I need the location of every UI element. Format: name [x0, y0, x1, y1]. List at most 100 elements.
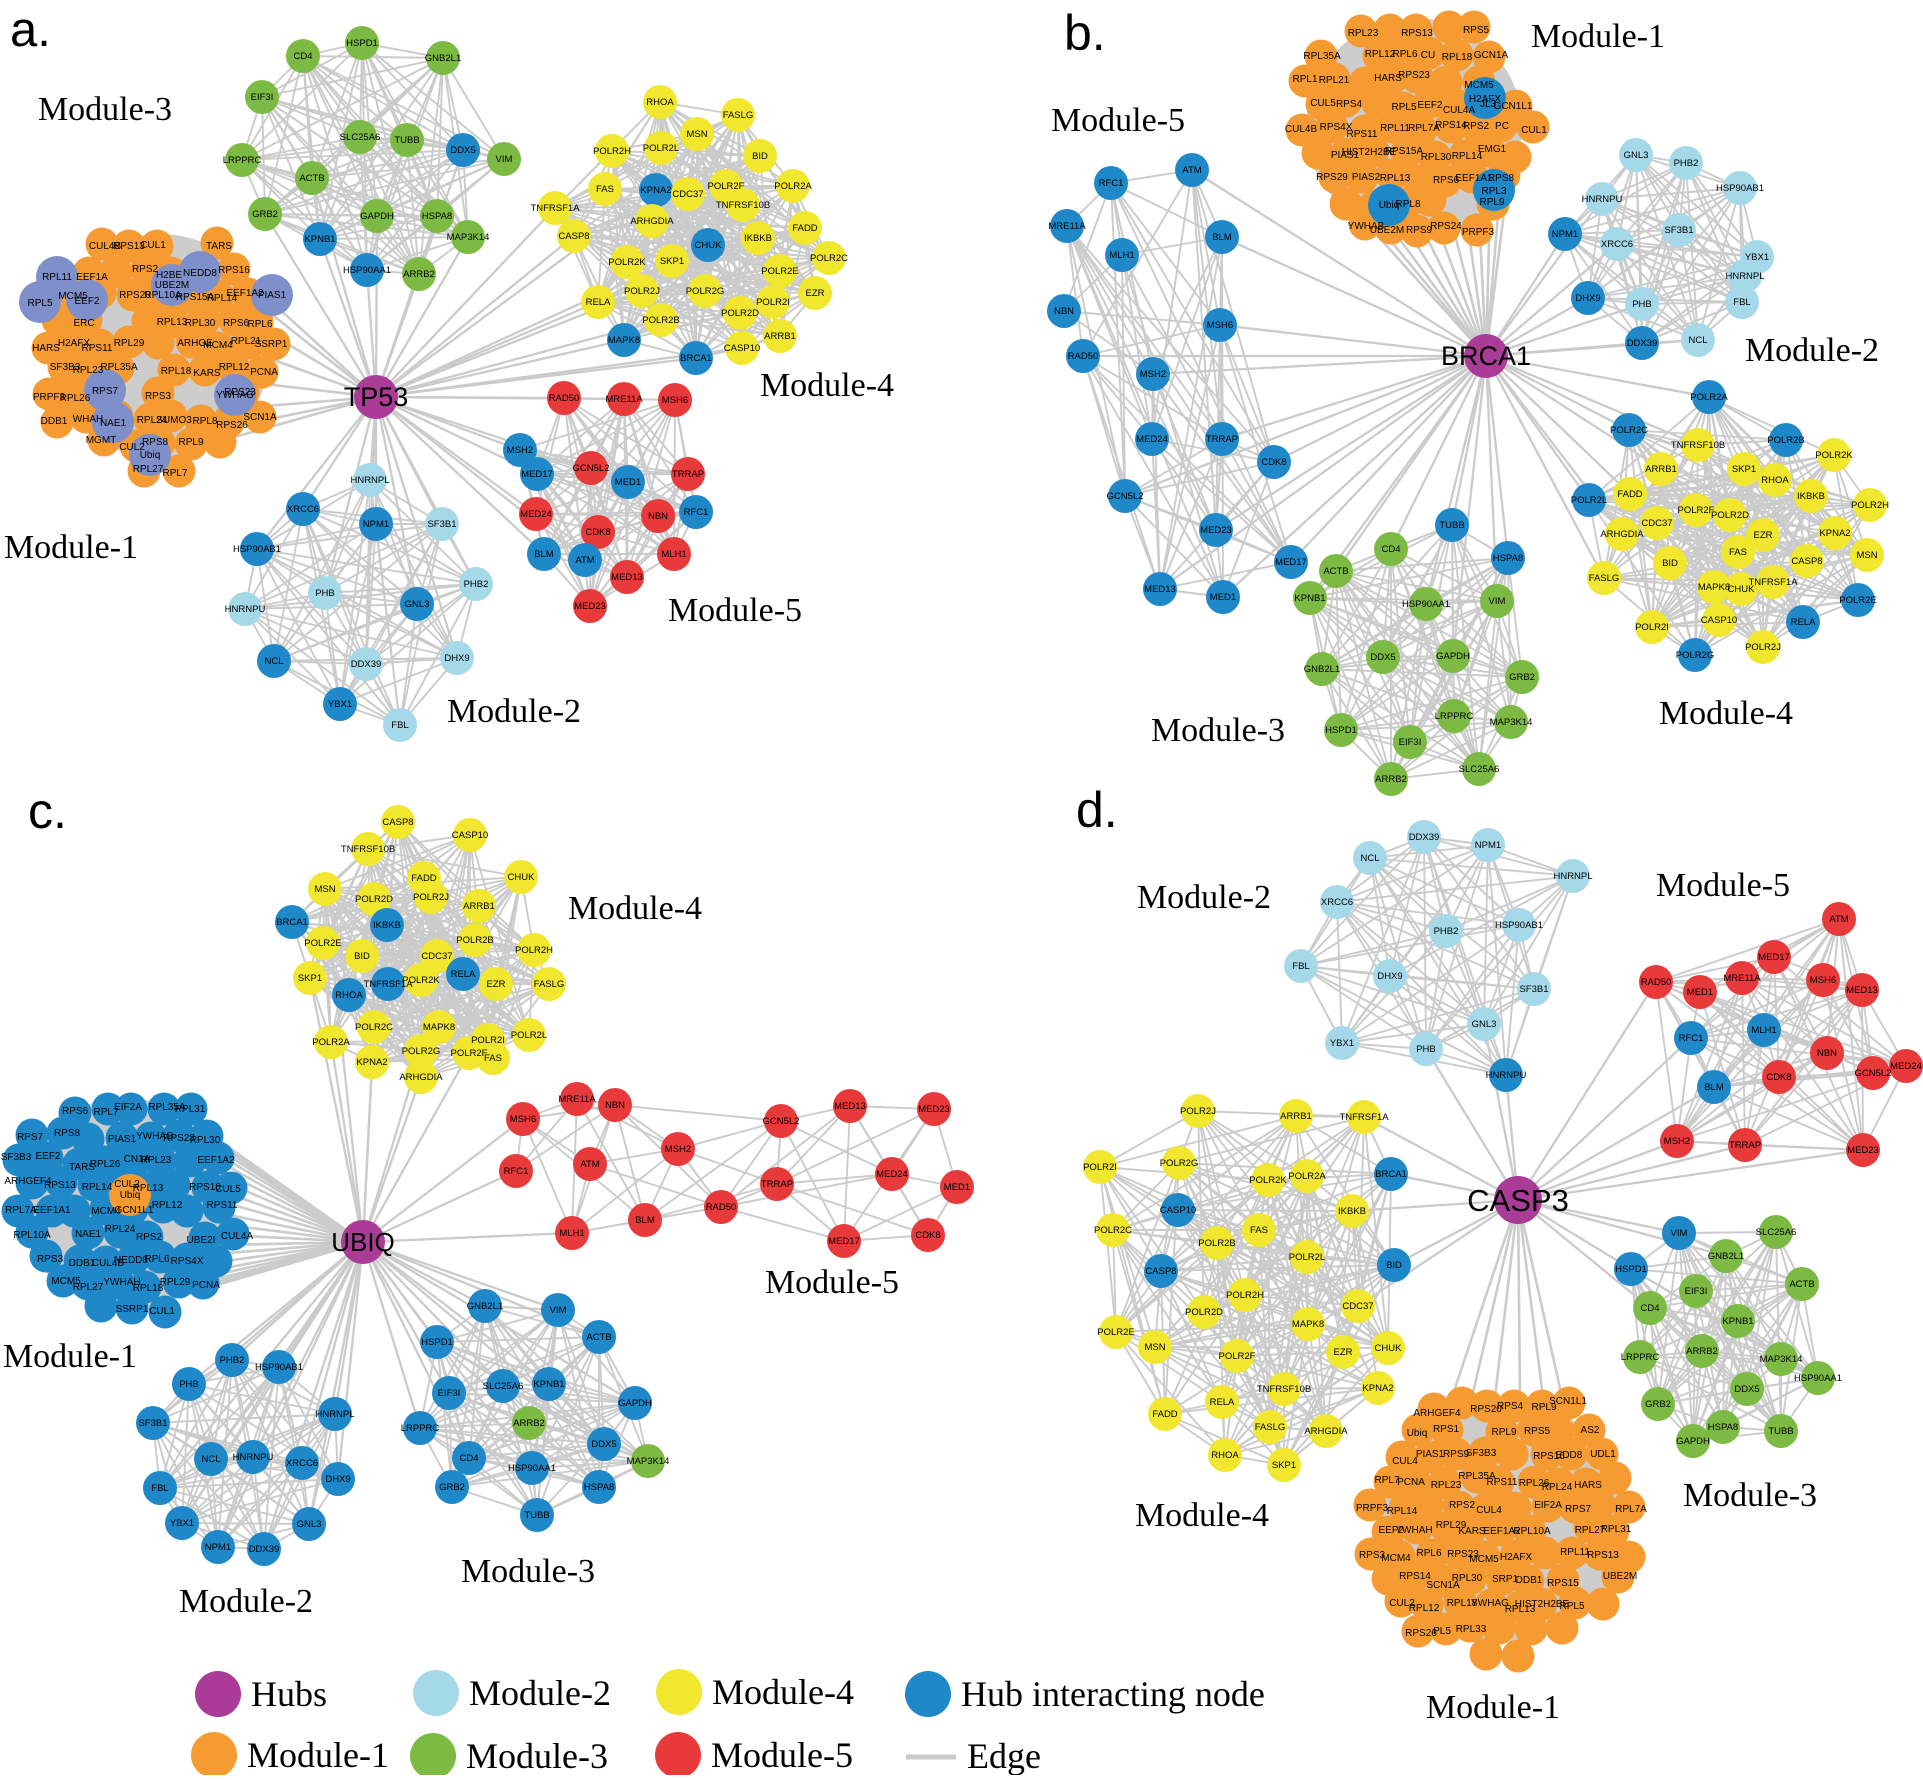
svg-text:RPS6: RPS6 — [62, 1106, 89, 1117]
svg-text:RPS2: RPS2 — [136, 1232, 163, 1243]
svg-text:GNB2L1: GNB2L1 — [1708, 1251, 1744, 1262]
svg-text:KPNB1: KPNB1 — [533, 1379, 564, 1390]
svg-text:TUBB: TUBB — [1439, 520, 1464, 531]
svg-text:RPL14: RPL14 — [207, 293, 238, 304]
svg-text:H2AFX: H2AFX — [1500, 1552, 1533, 1563]
svg-text:RPS13: RPS13 — [113, 241, 145, 252]
svg-text:POLR2C: POLR2C — [355, 1022, 393, 1033]
svg-text:RPL29: RPL29 — [114, 338, 145, 349]
svg-text:JL3: JL3 — [1480, 99, 1497, 110]
svg-text:KPNA2: KPNA2 — [640, 185, 671, 196]
svg-text:YBX1: YBX1 — [170, 1518, 194, 1529]
svg-text:RPL11: RPL11 — [1560, 1547, 1590, 1558]
svg-text:CDC37: CDC37 — [1641, 518, 1672, 529]
svg-text:GNL3: GNL3 — [1472, 1019, 1497, 1030]
svg-text:HSPA8: HSPA8 — [422, 211, 452, 222]
svg-text:MSH6: MSH6 — [1810, 975, 1836, 986]
svg-text:RPS13: RPS13 — [1401, 28, 1433, 39]
svg-text:RPS16: RPS16 — [218, 265, 250, 276]
svg-text:PHB2: PHB2 — [464, 579, 489, 590]
svg-text:RAD50: RAD50 — [549, 393, 580, 404]
svg-text:RPL6: RPL6 — [1416, 1548, 1441, 1559]
svg-text:POLR2D: POLR2D — [1711, 510, 1749, 521]
svg-text:RPL14: RPL14 — [1387, 1506, 1418, 1517]
svg-text:CUL2: CUL2 — [119, 442, 145, 453]
svg-text:RELA: RELA — [586, 297, 611, 308]
svg-text:RPS13: RPS13 — [1587, 1550, 1619, 1561]
svg-text:CUL4B: CUL4B — [92, 1258, 125, 1269]
svg-text:PHB2: PHB2 — [1434, 926, 1459, 937]
svg-text:HIST2H2BE: HIST2H2BE — [1515, 1599, 1570, 1610]
svg-text:CASP10: CASP10 — [452, 830, 488, 841]
svg-text:PC: PC — [1495, 121, 1509, 132]
svg-text:RPS2: RPS2 — [1463, 121, 1490, 132]
svg-text:UBIQ: UBIQ — [331, 1227, 395, 1257]
svg-text:MED13: MED13 — [611, 572, 643, 583]
svg-text:MED1: MED1 — [615, 477, 641, 488]
svg-text:GRB2: GRB2 — [1509, 672, 1535, 683]
svg-text:EIF2A: EIF2A — [1534, 1500, 1562, 1511]
svg-text:RPS3: RPS3 — [145, 391, 172, 402]
svg-text:TNFRSF10B: TNFRSF10B — [716, 200, 770, 211]
svg-text:UBE2I: UBE2I — [187, 1235, 216, 1246]
svg-text:ARHGEF4: ARHGEF4 — [4, 1176, 52, 1187]
svg-text:RPS20: RPS20 — [1470, 1404, 1502, 1415]
svg-text:YWHAB: YWHAB — [1348, 221, 1385, 232]
svg-text:MED1: MED1 — [944, 1182, 970, 1193]
svg-text:EIF2A: EIF2A — [114, 1102, 142, 1113]
svg-text:RHOA: RHOA — [646, 97, 674, 108]
svg-text:CD4: CD4 — [293, 51, 312, 62]
svg-text:RPS13: RPS13 — [44, 1180, 76, 1191]
svg-text:LRPPRC: LRPPRC — [223, 155, 262, 166]
svg-text:CUL2: CUL2 — [1389, 1598, 1415, 1609]
svg-text:RPL35A: RPL35A — [100, 362, 138, 373]
svg-text:GAPDH: GAPDH — [360, 211, 394, 222]
svg-text:FBL: FBL — [1733, 297, 1750, 308]
svg-text:MSH6: MSH6 — [662, 395, 688, 406]
svg-text:ARRB1: ARRB1 — [1645, 464, 1677, 475]
svg-text:CHUK: CHUK — [508, 872, 536, 883]
svg-text:PHB2: PHB2 — [1674, 158, 1699, 169]
svg-text:EDD8: EDD8 — [1556, 1450, 1583, 1461]
svg-text:FBL: FBL — [391, 720, 408, 731]
svg-text:RPL6: RPL6 — [247, 319, 272, 330]
svg-text:PHB2: PHB2 — [220, 1355, 245, 1366]
svg-text:SKP1: SKP1 — [1732, 464, 1756, 475]
svg-text:POLR2C: POLR2C — [810, 253, 848, 264]
svg-text:RPL26: RPL26 — [60, 393, 91, 404]
svg-text:EZR: EZR — [487, 979, 506, 990]
svg-text:RPL7A: RPL7A — [1408, 123, 1440, 134]
svg-text:RPL13: RPL13 — [157, 317, 188, 328]
svg-text:POLR2K: POLR2K — [402, 975, 440, 986]
svg-text:HNRNPL: HNRNPL — [350, 475, 389, 486]
svg-text:NCL: NCL — [1360, 853, 1379, 864]
svg-text:GNL3: GNL3 — [405, 599, 430, 610]
svg-text:CUL5: CUL5 — [1310, 98, 1336, 109]
svg-text:RPL31: RPL31 — [175, 1104, 206, 1115]
svg-text:HSPD1: HSPD1 — [421, 1337, 453, 1348]
svg-text:POLR2H: POLR2H — [1226, 1290, 1264, 1301]
svg-text:MED23: MED23 — [1200, 525, 1232, 536]
svg-text:YWHAH: YWHAH — [1395, 1525, 1432, 1536]
svg-text:HSPD1: HSPD1 — [1325, 725, 1357, 736]
svg-text:CASP8: CASP8 — [558, 231, 589, 242]
svg-text:MCM4: MCM4 — [91, 1206, 121, 1217]
svg-text:FASLG: FASLG — [534, 979, 565, 990]
svg-text:MSH6: MSH6 — [510, 1114, 536, 1125]
svg-text:RPS1: RPS1 — [1433, 1424, 1460, 1435]
svg-text:MSH6: MSH6 — [1207, 320, 1233, 331]
svg-text:RPL5: RPL5 — [27, 298, 52, 309]
svg-text:RPL31: RPL31 — [1601, 1524, 1632, 1535]
svg-text:RPL14: RPL14 — [1452, 151, 1483, 162]
svg-text:RPS7: RPS7 — [17, 1132, 44, 1143]
svg-text:Module-2: Module-2 — [1745, 332, 1879, 369]
svg-text:DDB1: DDB1 — [41, 416, 68, 427]
svg-text:MAP3K14: MAP3K14 — [1760, 1354, 1803, 1365]
svg-text:XRCC6: XRCC6 — [1601, 239, 1633, 250]
svg-text:RPL26: RPL26 — [1519, 1478, 1550, 1489]
svg-text:TUBB: TUBB — [1768, 1426, 1793, 1437]
svg-text:POLR2E: POLR2E — [1839, 595, 1877, 606]
svg-text:CDK8: CDK8 — [585, 527, 610, 538]
svg-text:CHUK: CHUK — [695, 240, 723, 251]
svg-text:XRCC6: XRCC6 — [287, 504, 319, 515]
